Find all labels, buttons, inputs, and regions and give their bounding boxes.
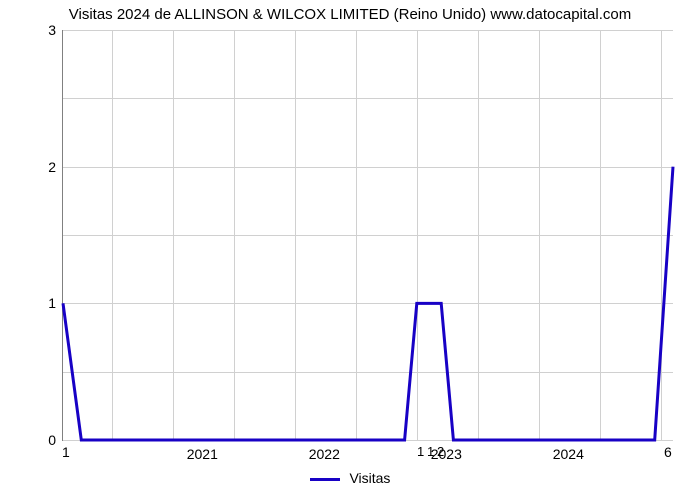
visits-chart: Visitas 2024 de ALLINSON & WILCOX LIMITE… [0, 0, 700, 500]
x-tick-label: 2024 [553, 446, 584, 462]
x-start-label: 1 [62, 444, 70, 460]
x-end-label: 6 [664, 444, 672, 460]
x-mid-label-b: 1 [427, 444, 434, 459]
visits-line [63, 30, 673, 440]
y-tick-label: 2 [48, 159, 56, 175]
y-tick-label: 1 [48, 295, 56, 311]
x-tick-label: 2023 [431, 446, 462, 462]
y-tick-label: 0 [48, 432, 56, 448]
x-mid-label-c: 2 [437, 444, 444, 459]
x-tick-label: 2021 [187, 446, 218, 462]
legend-swatch [310, 478, 340, 481]
legend: Visitas [0, 470, 700, 486]
plot-area [62, 30, 673, 441]
y-tick-label: 3 [48, 22, 56, 38]
chart-title: Visitas 2024 de ALLINSON & WILCOX LIMITE… [0, 6, 700, 23]
x-tick-label: 2022 [309, 446, 340, 462]
legend-label: Visitas [349, 470, 390, 486]
x-mid-label-a: 1 [417, 444, 424, 459]
